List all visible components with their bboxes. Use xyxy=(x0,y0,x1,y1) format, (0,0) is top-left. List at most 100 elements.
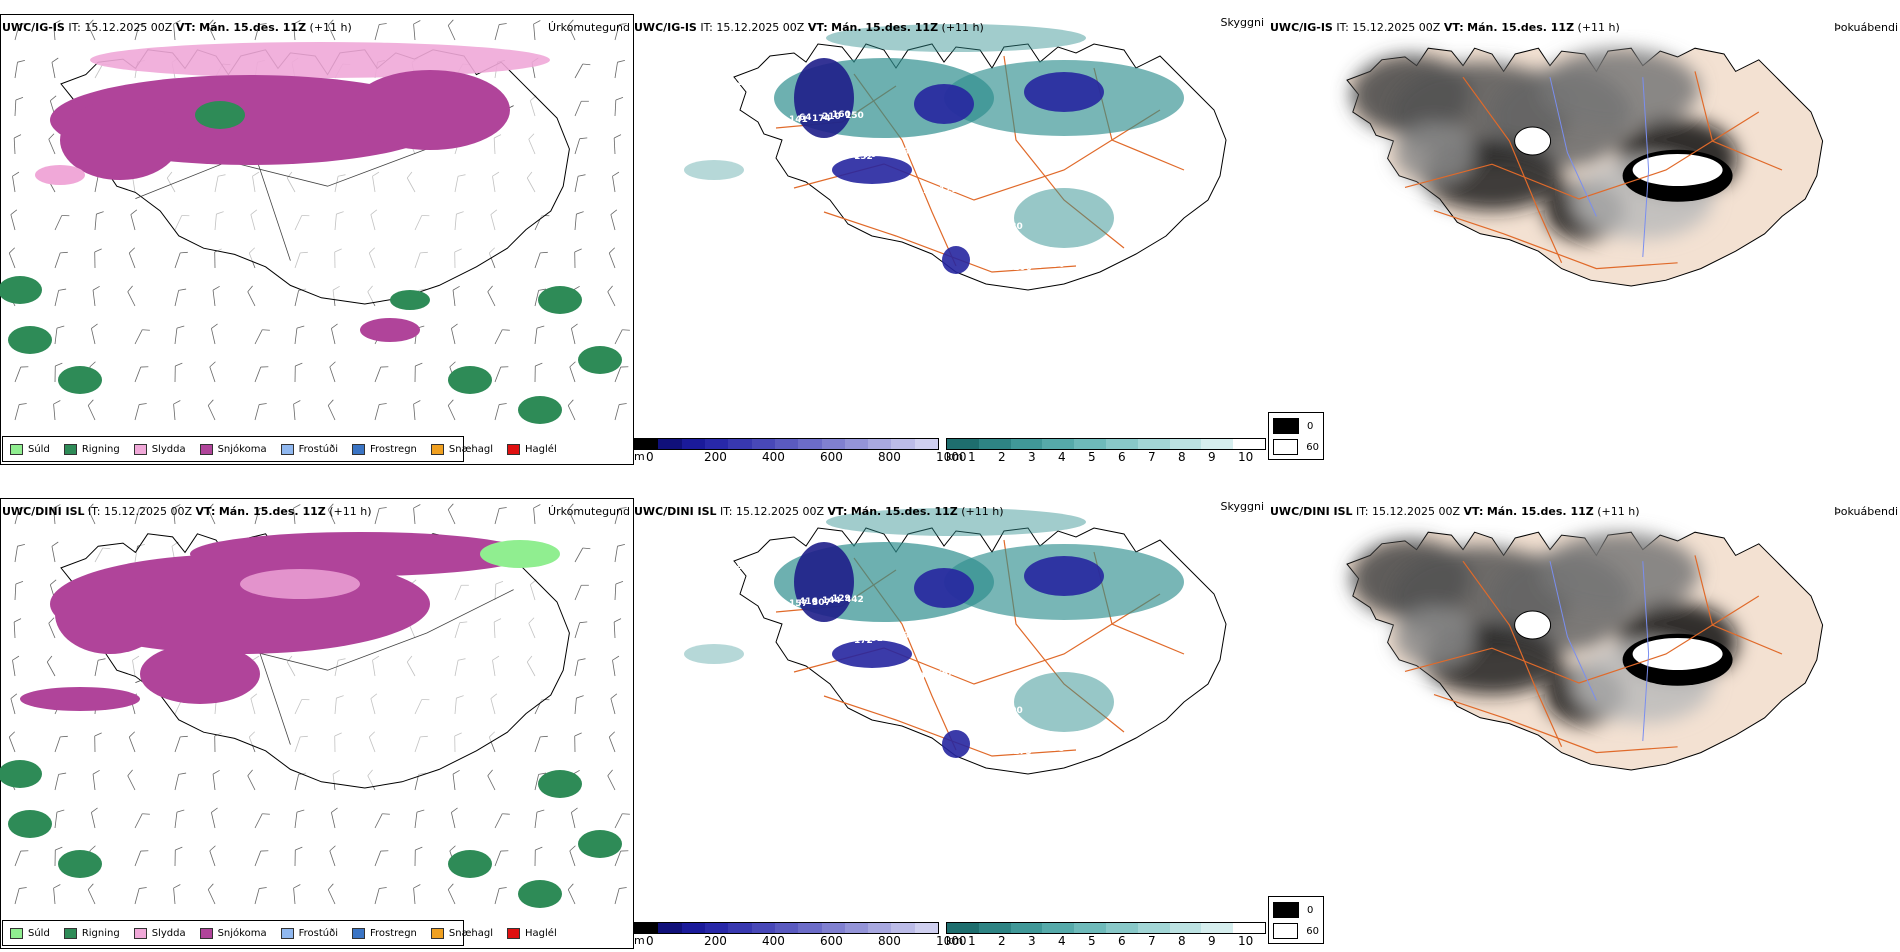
visibility-tick: 7 xyxy=(1148,450,1156,464)
visibility-tick: 10 xyxy=(1238,934,1253,948)
visibility-tick: 1 xyxy=(968,450,976,464)
vt-value: Mán. 15.des. 11Z xyxy=(1467,21,1574,34)
height-value-label: 128 xyxy=(724,562,743,572)
height-value-label: 173 xyxy=(841,151,860,161)
height-value-label: 284 xyxy=(916,670,935,680)
height-tick: 800 xyxy=(878,450,901,464)
fog-legend-value: 0 xyxy=(1307,905,1313,916)
legend-item: Snæhagl xyxy=(431,928,493,939)
height-value-label: 106 xyxy=(991,221,1010,231)
it-value: 15.12.2025 00Z xyxy=(1372,505,1460,518)
model-name: UWC/IG-IS xyxy=(2,21,65,34)
fog-panel: UWC/DINI ISL IT: 15.12.2025 00Z VT: Mán.… xyxy=(1268,484,1900,950)
legend-item: Frostúði xyxy=(281,444,338,455)
height-value-label: 81 xyxy=(1042,300,1055,310)
precip-map xyxy=(0,484,634,950)
vt-label: VT: xyxy=(828,505,848,518)
model-name: UWC/DINI ISL xyxy=(1270,505,1353,518)
legend-item: Súld xyxy=(10,928,50,939)
height-tick: 200 xyxy=(704,450,727,464)
visibility-map: 1281571722922091731281653071041189994846… xyxy=(634,484,1268,950)
visibility-tick: 9 xyxy=(1208,450,1216,464)
it-value: 15.12.2025 00Z xyxy=(84,21,172,34)
vt-label: VT: xyxy=(1464,505,1484,518)
visibility-title: Skyggni xyxy=(1221,16,1264,30)
legend-label: Frostregn xyxy=(370,928,417,939)
legend-label: Rigning xyxy=(82,444,120,455)
fog-swatch xyxy=(1273,439,1298,455)
visibility-tick: 9 xyxy=(1208,934,1216,948)
legend-label: Snjókoma xyxy=(218,444,267,455)
model-name: UWC/DINI ISL xyxy=(634,505,717,518)
legend-label: Slydda xyxy=(152,444,186,455)
fog-map xyxy=(1268,484,1900,950)
fog-swatch xyxy=(1273,418,1299,434)
height-value-label: 94 xyxy=(1000,746,1013,756)
legend-label: Frostúði xyxy=(299,444,338,455)
fog-legend-row: 0 xyxy=(1273,418,1319,434)
fog-legend-value: 60 xyxy=(1306,926,1319,937)
visibility-tick: 4 xyxy=(1058,934,1066,948)
vt-value: Mán. 15.des. 11Z xyxy=(1487,505,1594,518)
height-value-label: 355 xyxy=(962,184,981,194)
model-name: UWC/DINI ISL xyxy=(2,505,85,518)
height-value-label: 125 xyxy=(991,705,1010,715)
vt-value: Mán. 15.des. 11Z xyxy=(219,505,326,518)
legend-label: Haglél xyxy=(525,444,557,455)
legend-swatch xyxy=(507,444,520,455)
height-value-label: 64 xyxy=(799,113,812,123)
visibility-tick: 10 xyxy=(1238,450,1253,464)
run-header: UWC/DINI ISL IT: 15.12.2025 00Z VT: Mán.… xyxy=(634,505,1004,519)
visibility-tick: 7 xyxy=(1148,934,1156,948)
height-value-label: 331 xyxy=(757,819,776,829)
precip-legend: Súld Rigning Slydda Snjókoma Frostúði Frostre… xyxy=(2,436,464,462)
visibility-tick: 5 xyxy=(1088,450,1096,464)
fog-legend-value: 60 xyxy=(1306,442,1319,453)
height-unit: m xyxy=(634,934,645,947)
legend-label: Frostregn xyxy=(370,444,417,455)
height-value-label: 391 xyxy=(897,631,916,641)
height-value-label: 146 xyxy=(1000,262,1019,272)
height-tick: 200 xyxy=(704,934,727,948)
legend-swatch xyxy=(431,444,444,455)
legend-swatch xyxy=(10,928,23,939)
lead-time: (+11 h) xyxy=(310,21,352,34)
height-value-label: 129 xyxy=(939,185,958,195)
run-header: UWC/IG-IS IT: 15.12.2025 00Z VT: Mán. 15… xyxy=(634,21,984,35)
it-value: 15.12.2025 00Z xyxy=(736,505,824,518)
legend-label: Rigning xyxy=(82,928,120,939)
height-value-label: 354 xyxy=(958,708,977,718)
it-value: 15.12.2025 00Z xyxy=(104,505,192,518)
fog-legend: 0 60 xyxy=(1268,896,1324,944)
height-tick: 400 xyxy=(762,450,785,464)
it-label: IT: xyxy=(68,21,80,34)
height-tick: 0 xyxy=(646,934,654,948)
legend-item: Snjókoma xyxy=(200,928,267,939)
visibility-tick: 5 xyxy=(1088,934,1096,948)
fog-panel: UWC/IG-IS IT: 15.12.2025 00Z VT: Mán. 15… xyxy=(1268,0,1900,466)
visibility-colorbar-ramp xyxy=(946,922,1266,934)
legend-label: Súld xyxy=(28,444,50,455)
height-tick: 0 xyxy=(646,450,654,464)
height-value-label: 144 xyxy=(1033,259,1052,269)
run-header: UWC/IG-IS IT: 15.12.2025 00Z VT: Mán. 15… xyxy=(1270,21,1620,35)
height-tick: 600 xyxy=(820,450,843,464)
height-value-label: 785 xyxy=(1075,781,1094,791)
fog-legend-row: 0 xyxy=(1273,902,1319,918)
legend-swatch xyxy=(200,928,213,939)
run-header: UWC/IG-IS IT: 15.12.2025 00Z VT: Mán. 15… xyxy=(2,21,352,35)
height-value-label: 376 xyxy=(874,148,893,158)
legend-item: Rigning xyxy=(64,928,120,939)
visibility-tick: 8 xyxy=(1178,934,1186,948)
visibility-tick: 3 xyxy=(1028,934,1036,948)
fog-swatch xyxy=(1273,923,1298,939)
height-tick: 400 xyxy=(762,934,785,948)
legend-item: Súld xyxy=(10,444,50,455)
legend-swatch xyxy=(431,928,444,939)
vt-label: VT: xyxy=(808,21,828,34)
legend-item: Slydda xyxy=(134,444,186,455)
it-value: 15.12.2025 00Z xyxy=(1352,21,1440,34)
